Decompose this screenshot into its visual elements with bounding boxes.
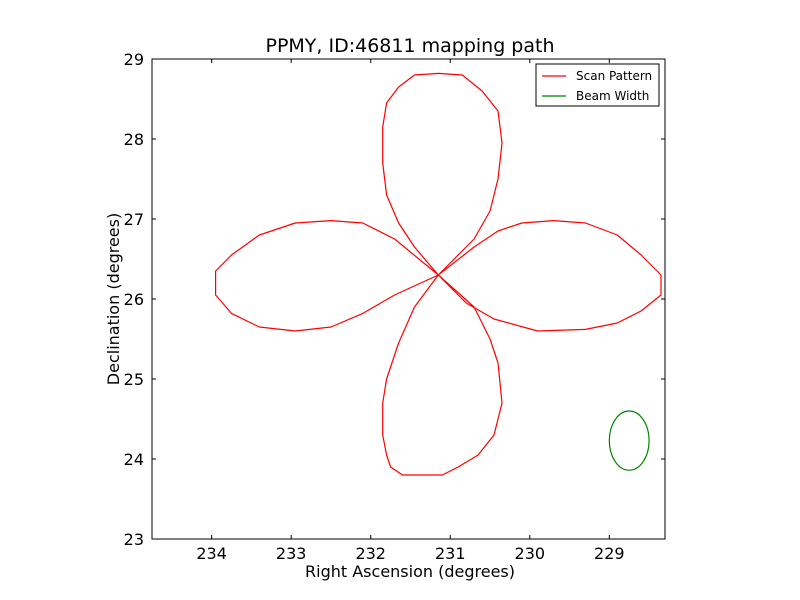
legend-label-beam-width: Beam Width: [576, 89, 649, 103]
x-tick-label: 232: [355, 544, 386, 563]
y-tick-label: 24: [124, 450, 144, 469]
x-tick-label: 233: [276, 544, 307, 563]
beam-width-circle: [608, 410, 650, 471]
y-axis-title: Declination (degrees): [104, 213, 123, 385]
x-tick-label: 230: [515, 544, 546, 563]
legend: Scan Pattern Beam Width: [535, 63, 660, 107]
scan-pattern-line: [215, 72, 662, 476]
y-tick-label: 26: [124, 290, 144, 309]
x-axis-title: Right Ascension (degrees): [305, 562, 515, 581]
x-tick-label: 229: [594, 544, 625, 563]
chart-title: PPMY, ID:46811 mapping path: [266, 35, 555, 57]
y-tick-label: 23: [124, 530, 144, 549]
y-tick-label: 25: [124, 370, 144, 389]
x-tick-label: 234: [196, 544, 227, 563]
y-tick-label: 27: [124, 210, 144, 229]
legend-label-scan-pattern: Scan Pattern: [576, 69, 652, 83]
y-tick-label: 28: [124, 130, 144, 149]
legend-box: [535, 63, 660, 107]
axis-ticks: 234 233 232 231 230 229 23 24 25 26 27 28 29: [124, 50, 665, 563]
series-layer: [215, 72, 662, 476]
x-tick-label: 231: [435, 544, 466, 563]
plot-area: [152, 59, 665, 539]
y-tick-label: 29: [124, 50, 144, 69]
